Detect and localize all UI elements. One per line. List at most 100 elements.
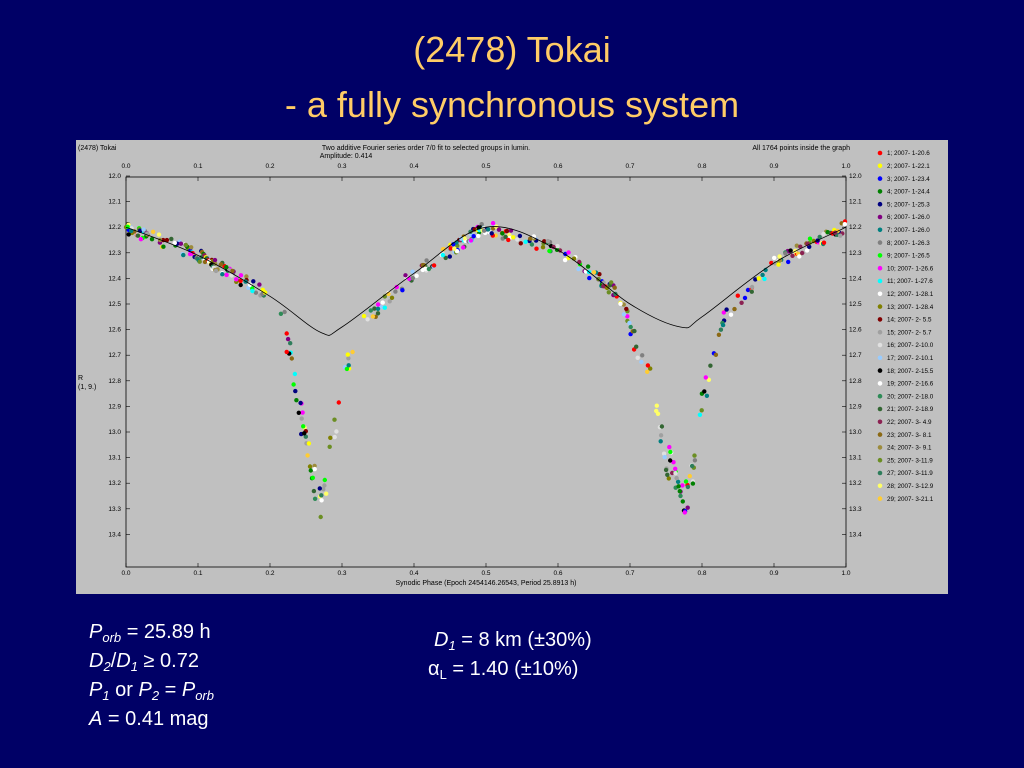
x-tick-label-bottom: 0.3 xyxy=(337,570,346,577)
data-point xyxy=(471,234,476,239)
data-point xyxy=(545,238,551,244)
data-point xyxy=(674,475,679,481)
data-point xyxy=(609,280,614,285)
y-tick-label-left: 13.2 xyxy=(108,480,121,487)
x-tick-label-bottom: 0.6 xyxy=(553,570,562,577)
legend-marker xyxy=(877,381,883,386)
data-point xyxy=(414,273,419,278)
legend-marker xyxy=(877,265,883,271)
data-point xyxy=(238,278,243,284)
data-point xyxy=(838,233,843,238)
param-p3-symbol: P xyxy=(181,679,196,701)
data-point xyxy=(141,227,146,232)
x-tick-label-top: 0.4 xyxy=(409,163,418,170)
data-point xyxy=(336,400,341,405)
data-point xyxy=(394,284,399,290)
param-diameter-ratio: D2/D1 ≥ 0.72 xyxy=(89,650,199,674)
data-point xyxy=(319,493,324,498)
x-tick-label-bottom: 0.8 xyxy=(697,570,706,577)
data-point xyxy=(150,229,156,234)
data-point xyxy=(776,262,781,267)
y-tick-label-left: 12.6 xyxy=(108,327,121,334)
y-tick-label-left: 12.1 xyxy=(108,199,121,206)
data-point xyxy=(800,250,805,256)
legend-marker xyxy=(877,163,883,169)
data-point xyxy=(587,275,592,281)
data-point xyxy=(322,477,327,483)
legend-marker xyxy=(877,150,883,156)
data-point xyxy=(468,238,474,243)
plot-header-center-1: Two additive Fourier series order 7/0 fi… xyxy=(322,145,530,152)
data-point xyxy=(648,366,653,371)
data-point xyxy=(305,453,310,458)
data-point xyxy=(238,282,243,288)
data-point xyxy=(410,269,415,274)
y-tick-label-right: 13.3 xyxy=(849,506,862,513)
data-point xyxy=(576,266,581,272)
y-tick-label-left: 12.0 xyxy=(108,173,121,180)
x-tick-label-bottom: 0.2 xyxy=(265,570,274,577)
legend-marker xyxy=(877,291,883,297)
data-point xyxy=(618,301,623,306)
data-point xyxy=(606,290,611,295)
data-point xyxy=(817,234,822,240)
param-d1-right-sub: 1 xyxy=(448,638,456,653)
legend-marker xyxy=(877,176,883,181)
data-point xyxy=(663,467,669,473)
data-point xyxy=(282,309,287,315)
data-point xyxy=(591,270,597,275)
data-point xyxy=(511,235,516,240)
legend-label: 19; 2007- 2-16.6 xyxy=(887,381,934,388)
param-p2-sub: 2 xyxy=(151,688,160,703)
param-p1-symbol: P xyxy=(89,679,103,701)
x-tick-label-bottom: 1.0 xyxy=(841,570,850,577)
data-point xyxy=(783,251,788,256)
param-d1-right-symbol: D xyxy=(434,629,449,651)
x-tick-label-top: 0.3 xyxy=(337,163,346,170)
data-point xyxy=(218,262,224,267)
data-point xyxy=(251,279,256,284)
data-point xyxy=(238,273,244,278)
data-point xyxy=(324,491,329,496)
data-point xyxy=(645,363,651,368)
data-point xyxy=(528,236,533,241)
data-point xyxy=(658,433,664,438)
data-point xyxy=(197,259,202,264)
data-point xyxy=(307,464,313,469)
data-point xyxy=(842,222,847,227)
legend-label: 20; 2007- 2-18.0 xyxy=(887,393,934,400)
data-point xyxy=(562,257,568,263)
x-tick-label-bottom: 0.4 xyxy=(409,570,418,577)
lightcurve-chart-svg: (2478) Tokai Two additive Fourier series… xyxy=(78,145,934,587)
data-point xyxy=(138,237,144,242)
data-point xyxy=(604,285,610,291)
data-point xyxy=(172,240,177,246)
param-d1-value: = 8 km (±30%) xyxy=(455,629,592,651)
data-point xyxy=(627,320,632,326)
data-point xyxy=(387,299,392,304)
data-point xyxy=(667,444,672,450)
data-point xyxy=(303,434,308,439)
data-point xyxy=(678,493,683,499)
legend-marker xyxy=(877,406,883,412)
data-point xyxy=(332,417,337,422)
data-point xyxy=(328,435,333,440)
data-point xyxy=(749,284,755,290)
legend-marker xyxy=(877,214,883,220)
slide-title-line2: - a fully synchronous system xyxy=(284,84,740,125)
data-point xyxy=(440,252,446,258)
data-point xyxy=(311,488,317,494)
data-point xyxy=(126,232,131,237)
data-point xyxy=(683,479,689,484)
data-point xyxy=(312,466,317,472)
data-point xyxy=(713,352,719,357)
x-tick-label-top: 0.7 xyxy=(625,163,634,170)
data-point xyxy=(685,484,691,490)
param-or: or xyxy=(109,679,139,701)
legend-marker xyxy=(877,201,883,207)
legend-label: 11; 2007- 1-27.6 xyxy=(887,278,933,285)
y-tick-label-left: 12.7 xyxy=(108,352,121,359)
data-point xyxy=(634,344,639,349)
param-d2-sub: 2 xyxy=(103,659,111,674)
data-point xyxy=(666,476,671,481)
